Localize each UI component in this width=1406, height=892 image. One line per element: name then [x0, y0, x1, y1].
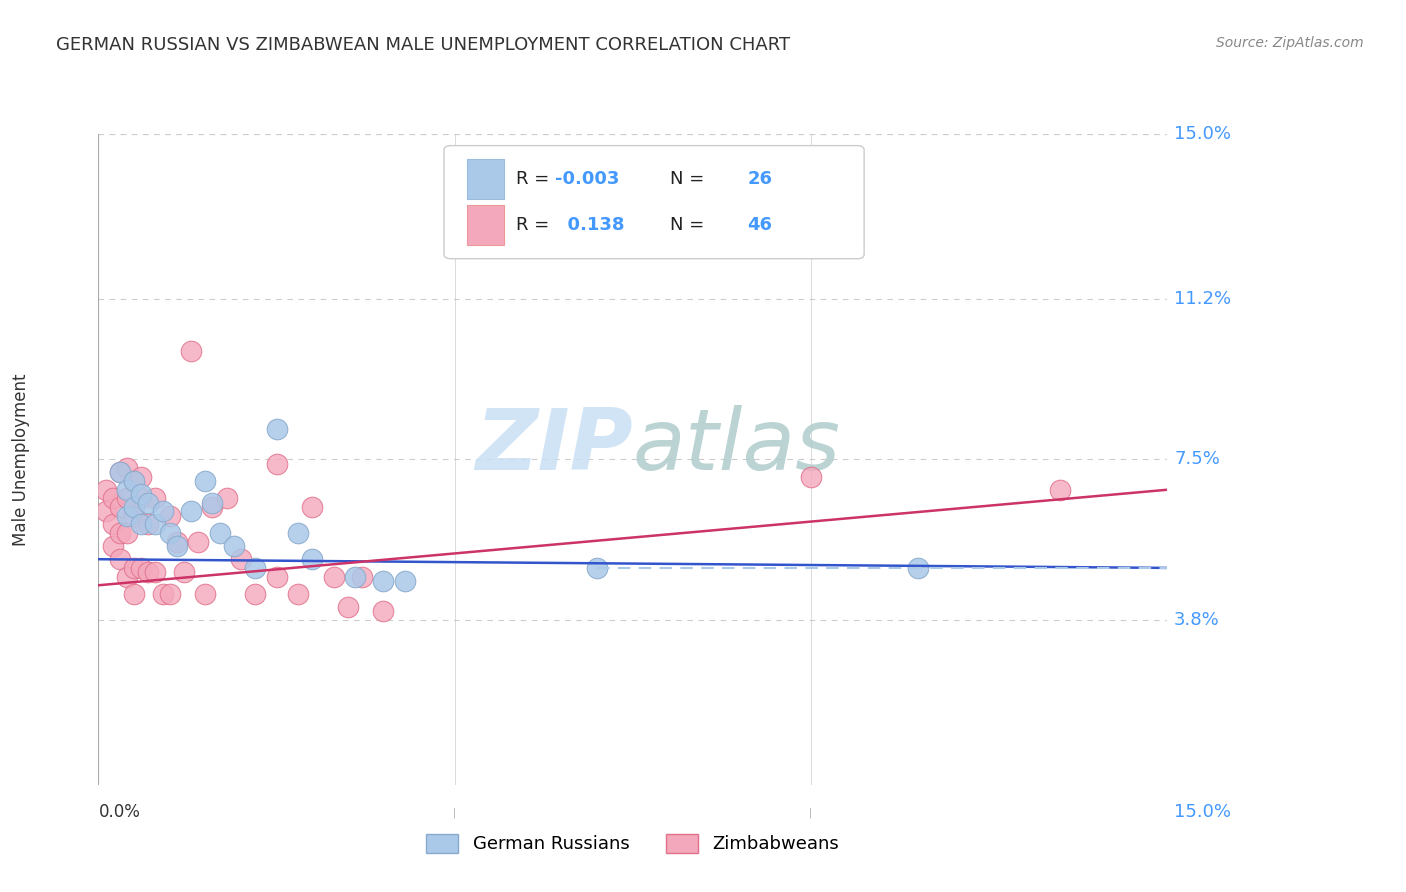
Point — [122, 474, 145, 488]
Point — [152, 587, 174, 601]
Point — [215, 491, 238, 506]
Point — [187, 534, 209, 549]
Point — [122, 587, 145, 601]
Text: 0.0%: 0.0% — [98, 803, 141, 821]
Point — [287, 587, 309, 601]
Point — [122, 474, 145, 488]
Point — [145, 517, 167, 532]
Point — [101, 517, 124, 532]
Point — [115, 461, 138, 475]
Point — [136, 517, 159, 532]
Text: 11.2%: 11.2% — [1174, 290, 1232, 308]
Text: atlas: atlas — [633, 405, 841, 488]
Point — [152, 504, 174, 518]
Point — [115, 483, 138, 497]
Point — [586, 561, 609, 575]
Point — [180, 343, 202, 358]
Point — [194, 474, 217, 488]
Point — [301, 552, 323, 566]
Point — [129, 469, 152, 483]
Point — [907, 561, 929, 575]
Point — [208, 526, 231, 541]
Point — [336, 599, 359, 614]
Point — [129, 487, 152, 501]
Point — [166, 539, 188, 553]
Text: ZIP: ZIP — [475, 405, 633, 488]
Point — [287, 526, 309, 541]
Point — [108, 552, 131, 566]
Point — [122, 508, 145, 523]
Point — [94, 504, 117, 518]
Point — [173, 566, 195, 580]
Text: |: | — [810, 807, 813, 818]
Text: |: | — [453, 807, 456, 818]
Text: -0.003: -0.003 — [554, 170, 619, 188]
Point — [350, 569, 373, 583]
Point — [136, 496, 159, 510]
Point — [229, 552, 252, 566]
Text: Source: ZipAtlas.com: Source: ZipAtlas.com — [1216, 36, 1364, 50]
Text: 0.138: 0.138 — [554, 216, 624, 234]
Point — [108, 500, 131, 515]
Point — [122, 500, 145, 515]
Point — [394, 574, 416, 588]
Text: 15.0%: 15.0% — [1174, 803, 1232, 821]
Point — [145, 566, 167, 580]
Point — [159, 526, 181, 541]
Point — [194, 587, 217, 601]
Point — [243, 561, 266, 575]
Text: N =: N = — [671, 216, 710, 234]
Text: 7.5%: 7.5% — [1174, 450, 1220, 468]
Text: R =: R = — [516, 216, 555, 234]
Point — [180, 504, 202, 518]
Text: 3.8%: 3.8% — [1174, 611, 1220, 629]
Point — [94, 483, 117, 497]
Point — [115, 508, 138, 523]
Point — [201, 500, 224, 515]
Point — [108, 526, 131, 541]
Point — [159, 508, 181, 523]
Text: 46: 46 — [748, 216, 772, 234]
Point — [115, 526, 138, 541]
Point — [301, 500, 323, 515]
Point — [108, 466, 131, 480]
Legend: German Russians, Zimbabweans: German Russians, Zimbabweans — [419, 827, 846, 861]
Point — [129, 517, 152, 532]
Point — [266, 422, 288, 436]
Point — [122, 561, 145, 575]
Point — [159, 587, 181, 601]
Point — [166, 534, 188, 549]
Point — [266, 569, 288, 583]
Text: 15.0%: 15.0% — [1174, 125, 1232, 143]
Point — [243, 587, 266, 601]
Point — [129, 491, 152, 506]
Point — [115, 569, 138, 583]
Text: Male Unemployment: Male Unemployment — [13, 373, 30, 546]
Point — [800, 469, 823, 483]
Point — [108, 466, 131, 480]
Point — [373, 574, 395, 588]
Point — [1049, 483, 1071, 497]
Point — [145, 491, 167, 506]
Point — [115, 491, 138, 506]
Point — [222, 539, 245, 553]
Text: GERMAN RUSSIAN VS ZIMBABWEAN MALE UNEMPLOYMENT CORRELATION CHART: GERMAN RUSSIAN VS ZIMBABWEAN MALE UNEMPL… — [56, 36, 790, 54]
Point — [343, 569, 366, 583]
Point — [136, 566, 159, 580]
Text: N =: N = — [671, 170, 710, 188]
Point — [373, 604, 395, 618]
Point — [266, 457, 288, 471]
Point — [201, 496, 224, 510]
Point — [101, 539, 124, 553]
Point — [322, 569, 344, 583]
Point — [129, 561, 152, 575]
Text: R =: R = — [516, 170, 555, 188]
Text: 26: 26 — [748, 170, 772, 188]
Point — [101, 491, 124, 506]
